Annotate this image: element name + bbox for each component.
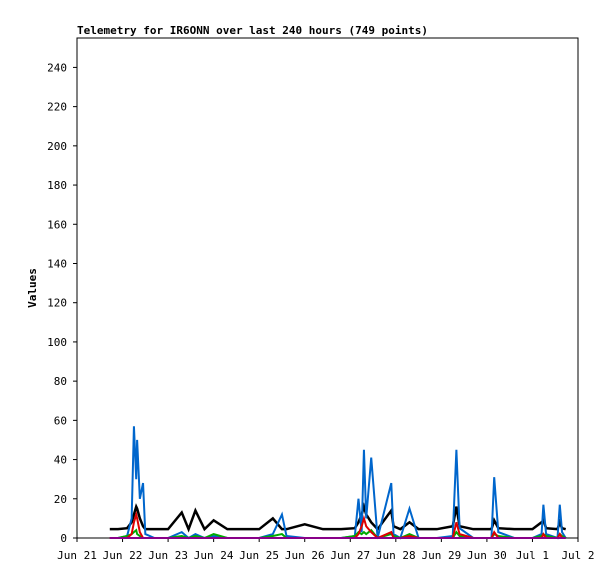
x-tick-label: Jun 29 bbox=[421, 549, 461, 562]
x-tick-label: Jul 1 bbox=[516, 549, 549, 562]
series-line bbox=[109, 426, 567, 540]
y-tick-label: 80 bbox=[54, 375, 67, 388]
x-tick-label: Jun 26 bbox=[285, 549, 325, 562]
x-tick-label: Jun 25 bbox=[239, 549, 279, 562]
y-tick-label: 60 bbox=[54, 414, 67, 427]
y-tick-label: 200 bbox=[47, 140, 67, 153]
y-tick-label: 120 bbox=[47, 297, 67, 310]
plot-frame bbox=[76, 37, 579, 539]
y-tick-label: 220 bbox=[47, 101, 67, 114]
y-tick-label: 100 bbox=[47, 336, 67, 349]
y-tick-label: 40 bbox=[54, 454, 67, 467]
y-tick-label: 140 bbox=[47, 257, 67, 270]
x-tick-label: Jun 30 bbox=[467, 549, 507, 562]
y-tick-label: 20 bbox=[54, 493, 67, 506]
x-tick-label: Jun 27 bbox=[330, 549, 370, 562]
x-tick-label: Jun 23 bbox=[148, 549, 188, 562]
y-axis-label: Values bbox=[26, 268, 39, 308]
x-tick-label: Jul 2 bbox=[561, 549, 594, 562]
y-tick-label: 180 bbox=[47, 179, 67, 192]
x-tick-label: Jun 24 bbox=[194, 549, 234, 562]
x-tick-label: Jun 28 bbox=[376, 549, 416, 562]
y-tick-label: 160 bbox=[47, 218, 67, 231]
x-tick-label: Jun 22 bbox=[103, 549, 143, 562]
y-tick-label: 0 bbox=[60, 532, 67, 545]
chart-title: Telemetry for IR6ONN over last 240 hours… bbox=[77, 24, 428, 37]
x-tick-label: Jun 21 bbox=[57, 549, 97, 562]
y-tick-label: 240 bbox=[47, 61, 67, 74]
